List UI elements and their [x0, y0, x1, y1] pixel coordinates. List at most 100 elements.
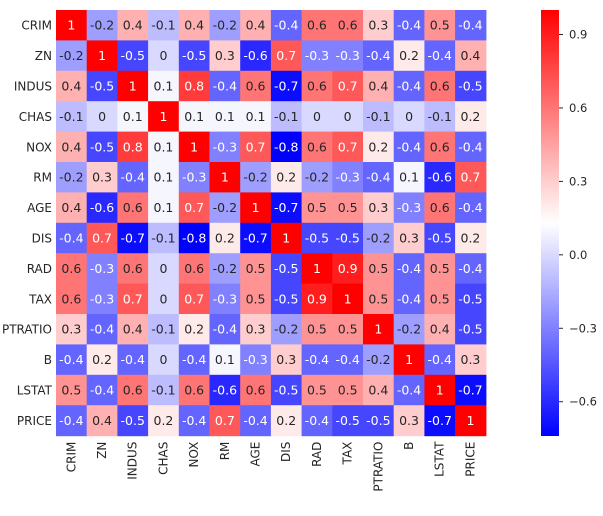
heatmap-cell	[117, 192, 149, 224]
heatmap-cell-label: 0.2	[368, 139, 388, 154]
heatmap-cell-label: 0.7	[338, 139, 358, 154]
heatmap-cell-label: -0.4	[90, 383, 114, 398]
heatmap-cell-label: 0.3	[215, 48, 235, 63]
heatmap-cell-label: -0.3	[90, 261, 114, 276]
heatmap-cell-label: -0.5	[90, 139, 114, 154]
heatmap-cell-label: -0.7	[274, 200, 298, 215]
y-tick-label: RM	[33, 171, 52, 185]
heatmap-cell	[56, 162, 88, 193]
heatmap-cell-label: -0.3	[397, 200, 421, 215]
heatmap-cell-label: -0.4	[274, 18, 298, 33]
x-tick-label: ZN	[95, 442, 109, 459]
heatmap-cell-label: 0.3	[368, 200, 388, 215]
heatmap-cell	[455, 374, 487, 406]
heatmap-cell	[455, 222, 487, 254]
heatmap-cell-label: 1	[221, 170, 229, 185]
heatmap-cell	[148, 405, 180, 437]
heatmap-cell	[117, 253, 149, 285]
heatmap-cell-label: 0	[405, 109, 413, 124]
heatmap-cell-label: -0.5	[182, 48, 206, 63]
heatmap-cell-label: 0.6	[61, 261, 81, 276]
heatmap-cell-label: -0.4	[213, 322, 237, 337]
heatmap-cell-label: 0.3	[461, 352, 481, 367]
heatmap-cell	[363, 10, 395, 41]
heatmap-cell-label: -0.5	[90, 79, 114, 94]
heatmap-cell	[178, 222, 211, 254]
heatmap-cell-label: -0.3	[243, 352, 267, 367]
heatmap-cell-label: 1	[313, 261, 321, 276]
heatmap-cell	[240, 405, 272, 437]
heatmap-cell-label: 0.7	[461, 170, 481, 185]
heatmap-cell-label: -0.6	[90, 200, 114, 215]
heatmap-cell-label: 0.5	[368, 291, 388, 306]
heatmap-cell-label: -0.8	[182, 231, 206, 246]
heatmap-cell-label: 0.5	[338, 383, 358, 398]
heatmap-cell-label: -0.3	[305, 48, 329, 63]
heatmap-cell-label: -0.4	[458, 18, 482, 33]
heatmap-cell	[424, 253, 456, 285]
heatmap-cell-label: 0.4	[123, 18, 143, 33]
heatmap-cell-label: 1	[436, 383, 444, 398]
heatmap-cell-label: 0.7	[184, 200, 204, 215]
heatmap-cell-label: -0.2	[90, 18, 114, 33]
heatmap-cell	[56, 101, 88, 133]
heatmap-cell-label: 0.7	[92, 231, 112, 246]
heatmap-cell-label: -0.4	[59, 231, 83, 246]
heatmap-cell	[363, 374, 395, 406]
heatmap-cell	[424, 131, 456, 163]
heatmap-cell-label: -0.2	[213, 18, 237, 33]
heatmap-cell	[56, 222, 88, 254]
heatmap-cell-label: -0.2	[213, 261, 237, 276]
heatmap-cell	[209, 40, 241, 72]
colorbar-tick-label: −0.6	[569, 395, 597, 409]
heatmap-cell-label: 1	[374, 322, 382, 337]
heatmap-cell	[455, 314, 487, 345]
heatmap-cell	[178, 10, 211, 41]
x-tick-label: INDUS	[126, 442, 140, 480]
heatmap-cell	[270, 192, 303, 224]
heatmap-cell-label: -0.4	[305, 413, 329, 428]
y-tick-label: AGE	[27, 201, 52, 215]
heatmap-cell	[332, 253, 364, 285]
heatmap-cell	[363, 131, 395, 163]
heatmap-cell	[270, 344, 303, 376]
heatmap-cell	[332, 314, 364, 345]
heatmap-cell-label: -0.2	[274, 322, 298, 337]
heatmap-cell	[301, 253, 333, 285]
heatmap-cell-label: 0.4	[461, 48, 481, 63]
heatmap-cell	[393, 10, 425, 41]
heatmap-cell	[117, 405, 149, 437]
heatmap-cell	[332, 162, 364, 193]
heatmap-cell	[178, 40, 211, 72]
heatmap-cell-label: 0.4	[368, 383, 388, 398]
heatmap-cell-label: -0.4	[428, 48, 452, 63]
heatmap-cell-label: 0.4	[430, 322, 450, 337]
heatmap-cell	[117, 222, 149, 254]
heatmap-cell-label: 1	[252, 200, 260, 215]
heatmap-cell	[270, 405, 303, 437]
heatmap-cell	[393, 131, 425, 163]
heatmap-cell	[178, 101, 211, 133]
heatmap-cell-label: -0.2	[243, 170, 267, 185]
heatmap-cell	[424, 283, 456, 315]
y-tick-label: TAX	[28, 292, 52, 306]
heatmap-cell-label: 0.5	[338, 322, 358, 337]
heatmap-cell-label: -0.4	[366, 48, 390, 63]
heatmap-cell	[393, 70, 425, 102]
heatmap-cell	[393, 314, 425, 345]
heatmap-cell-label: -0.5	[458, 79, 482, 94]
heatmap-cell	[301, 222, 333, 254]
heatmap-cell	[209, 131, 241, 163]
heatmap-cell-label: -0.4	[213, 79, 237, 94]
heatmap-cell-label: -0.6	[428, 170, 452, 185]
heatmap-cell	[363, 314, 395, 345]
heatmap-cell-label: -0.1	[151, 383, 175, 398]
heatmap-cell	[270, 253, 303, 285]
heatmap-cell	[301, 374, 333, 406]
heatmap-cell	[424, 10, 456, 41]
heatmap-cell-label: 0.6	[246, 383, 266, 398]
heatmap-cell-label: -0.2	[59, 48, 83, 63]
heatmap-cell-label: 0.4	[246, 18, 266, 33]
heatmap-cell	[332, 131, 364, 163]
heatmap-cell	[240, 101, 272, 133]
